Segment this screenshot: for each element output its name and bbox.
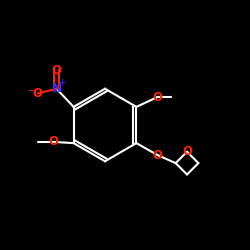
Text: +: + (58, 78, 66, 88)
Text: O: O (153, 148, 163, 162)
Text: O: O (52, 64, 62, 77)
Text: O: O (182, 145, 192, 158)
Text: N: N (52, 82, 62, 95)
Text: −: − (27, 86, 34, 95)
Text: O: O (48, 136, 58, 148)
Text: O: O (152, 91, 162, 104)
Text: O: O (33, 87, 43, 100)
